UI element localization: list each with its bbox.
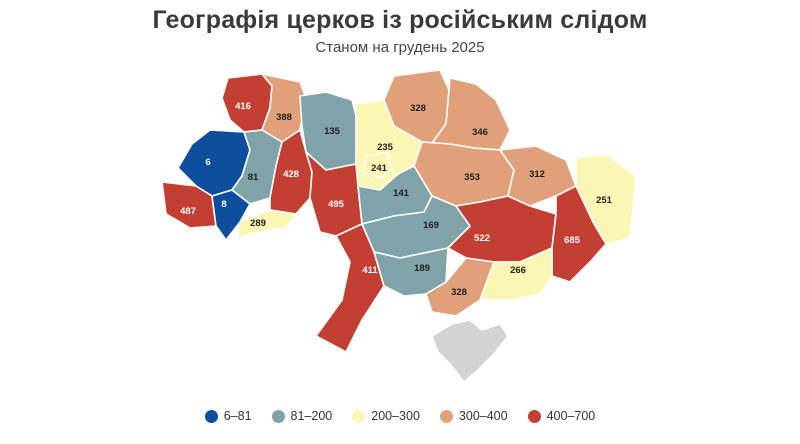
region-value-cherkasy: 141 (393, 188, 410, 199)
region-value-odesa: 411 (362, 265, 378, 276)
region-value-chernihiv: 328 (410, 103, 426, 114)
region-value-ternopil: 81 (248, 172, 259, 183)
legend-item-bin-4: 400–700 (527, 409, 596, 423)
region-zaporizhzhia (479, 247, 553, 301)
legend-swatch-icon (439, 409, 453, 423)
region-ternopil (231, 129, 283, 205)
region-value-zhytomyr: 135 (324, 126, 341, 137)
region-khmelnytskyi (269, 129, 313, 215)
legend-label: 300–400 (458, 409, 508, 423)
legend-swatch-icon (527, 409, 541, 423)
region-value-poltava: 353 (464, 172, 480, 183)
legend-item-bin-0: 6–81 (204, 409, 252, 423)
region-value-chernivtsi: 289 (250, 218, 266, 229)
region-value-donetsk: 685 (564, 235, 581, 246)
page-title: Географія церков із російським слідом (152, 6, 648, 34)
region-donetsk (551, 185, 607, 283)
legend-label: 81–200 (290, 409, 333, 423)
region-kyiv-city (363, 151, 393, 179)
legend-item-bin-2: 200–300 (352, 409, 420, 423)
legend-label: 6–81 (223, 409, 252, 423)
region-value-kyiv-city: 241 (371, 163, 388, 174)
region-crimea (431, 319, 509, 383)
region-value-luhansk: 251 (596, 195, 613, 206)
legend-item-bin-1: 81–200 (271, 409, 333, 423)
region-value-sumy: 346 (472, 127, 488, 138)
legend: 6–81 81–200 200–300 300–400 400–700 (0, 409, 800, 423)
region-odesa (315, 223, 385, 353)
region-value-vinnytsia: 495 (328, 199, 345, 210)
region-value-mykolaiv: 189 (414, 263, 430, 274)
region-value-kherson: 328 (451, 287, 467, 298)
region-value-kirovohrad: 169 (423, 220, 439, 231)
region-value-lviv: 6 (205, 157, 210, 168)
region-value-kyiv-oblast: 235 (377, 142, 394, 153)
page-subtitle: Станом на грудень 2025 (315, 39, 485, 56)
legend-swatch-icon (204, 409, 218, 423)
legend-swatch-icon (352, 409, 366, 423)
legend-label: 400–700 (546, 409, 596, 423)
region-chernivtsi (237, 209, 297, 239)
region-value-rivne: 388 (276, 112, 292, 123)
region-value-kharkiv: 312 (529, 169, 545, 180)
region-value-ivano-frankivsk: 8 (221, 199, 226, 210)
legend-item-bin-3: 300–400 (439, 409, 508, 423)
region-value-volyn: 416 (235, 101, 251, 112)
legend-swatch-icon (271, 409, 285, 423)
region-value-zaporizhzhia: 266 (510, 265, 526, 276)
legend-label: 200–300 (371, 409, 420, 423)
region-value-dnipropetrovsk: 522 (474, 233, 490, 244)
region-value-zakarpattia: 487 (180, 206, 196, 217)
region-value-khmelnytskyi: 428 (283, 169, 299, 180)
